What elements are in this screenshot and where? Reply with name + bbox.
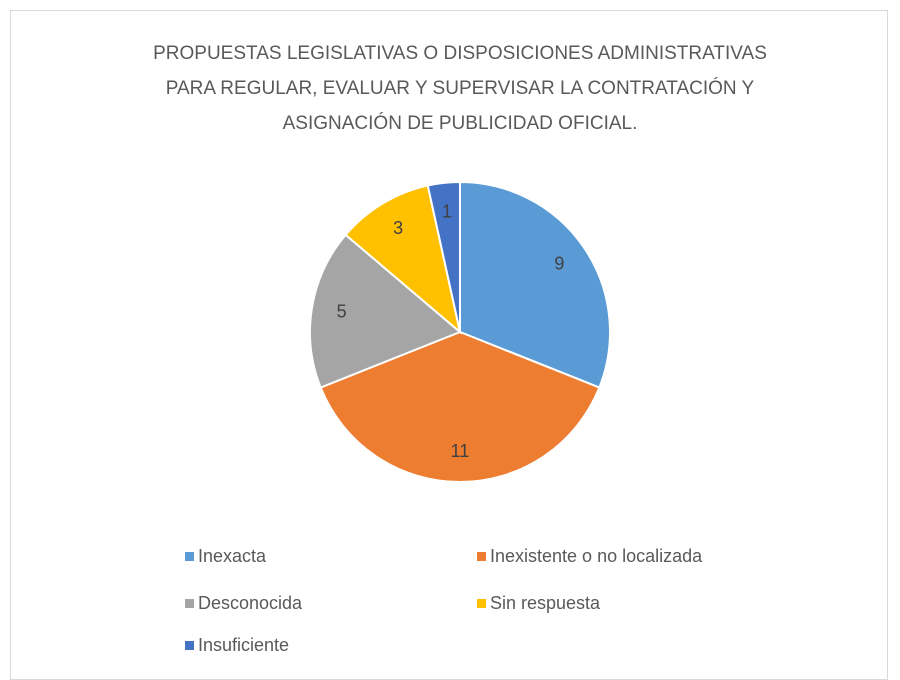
legend-marker bbox=[185, 599, 194, 608]
data-label: 9 bbox=[554, 253, 564, 273]
legend-marker bbox=[477, 599, 486, 608]
pie-slice bbox=[344, 184, 462, 335]
legend-label: Inexacta bbox=[198, 546, 267, 566]
pie-slice bbox=[459, 180, 611, 389]
data-label: 1 bbox=[442, 201, 452, 221]
legend-label: Desconocida bbox=[198, 593, 303, 613]
data-label: 11 bbox=[451, 441, 470, 461]
pie-slice bbox=[319, 330, 601, 483]
chart-title: PROPUESTAS LEGISLATIVAS O DISPOSICIONES … bbox=[153, 43, 767, 134]
pie-slice bbox=[309, 233, 462, 389]
legend-marker bbox=[185, 641, 194, 650]
data-label: 3 bbox=[393, 218, 403, 238]
legend-marker bbox=[477, 552, 486, 561]
legend-label: Sin respuesta bbox=[490, 593, 601, 613]
legend-label: Insuficiente bbox=[198, 635, 289, 655]
legend-marker bbox=[185, 552, 194, 561]
pie-slice bbox=[426, 180, 461, 333]
legend-label: Inexistente o no localizada bbox=[490, 546, 703, 566]
data-label: 5 bbox=[337, 301, 347, 321]
